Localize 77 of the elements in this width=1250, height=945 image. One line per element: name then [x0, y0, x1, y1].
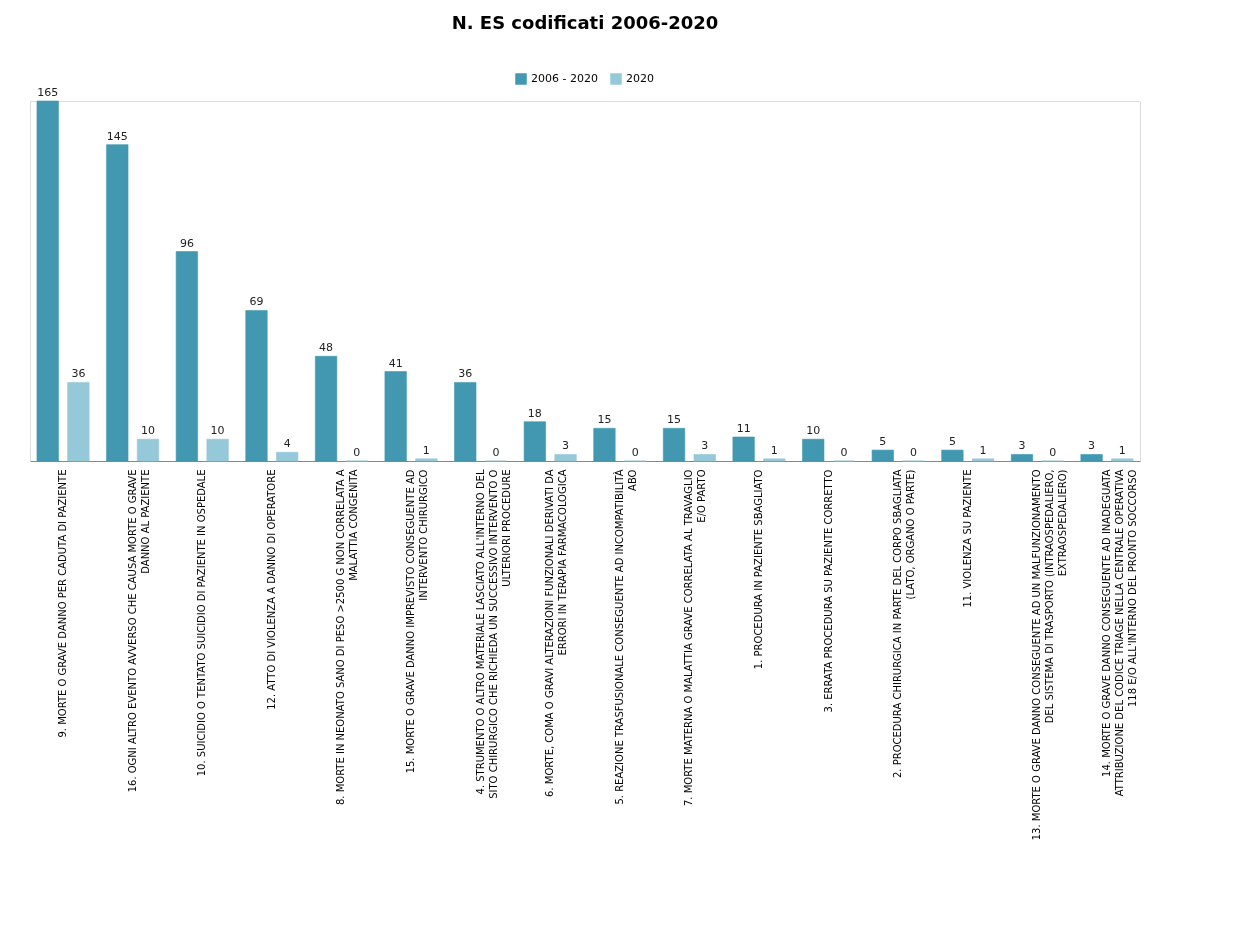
bar — [454, 382, 477, 462]
bar — [693, 454, 716, 462]
x-tick-label: 9. MORTE O GRAVE DANNO PER CADUTA DI PAZIENTE — [57, 469, 69, 738]
data-label: 145 — [106, 129, 128, 143]
bar — [763, 458, 786, 462]
data-label: 36 — [458, 367, 473, 381]
data-label: 36 — [71, 367, 86, 381]
x-tick-label: 12. ATTO DI VIOLENZA A DANNO DI OPERATORE — [265, 469, 277, 710]
bar — [972, 458, 995, 462]
data-label: 18 — [527, 406, 542, 420]
data-label: 3 — [701, 439, 709, 453]
bar — [941, 449, 964, 462]
data-label: 1 — [1118, 443, 1126, 457]
data-label: 3 — [1088, 439, 1096, 453]
bar — [276, 451, 299, 462]
bar — [662, 427, 686, 462]
data-label: 10 — [141, 424, 155, 438]
data-label: 1 — [422, 443, 430, 457]
x-tick-label: 14. MORTE O GRAVE DANNO CONSEGUENTE AD INADEGUATA ATTRIBUZIONE DEL CODICE TRIAGE NELLA CENTRALE OPERATIVA 118 E/O ALL'INTERNO DEL PRONTO SOCCORSO — [1100, 469, 1138, 797]
chart-title: N. ES codificati 2006-2020 — [451, 12, 719, 33]
x-tick-label: 3. ERRATA PROCEDURA SU PAZIENTE CORRETTO — [822, 469, 834, 713]
data-label: 3 — [1018, 439, 1026, 453]
data-label: 0 — [910, 446, 918, 459]
bar — [315, 355, 338, 462]
data-label: 0 — [631, 446, 639, 459]
x-tick-label: 7. MORTE MATERNA O MALATTIA GRAVE CORRELATA AL TRAVAGLIO E/O PARTO — [683, 469, 708, 807]
data-label: 69 — [249, 295, 264, 309]
data-label: 96 — [179, 236, 194, 250]
data-label: 15 — [667, 413, 682, 427]
x-tick-label: 5. REAZIONE TRASFUSIONALE CONSEGUENTE AD INCOMPATIBILITÀ ABO — [612, 469, 638, 805]
bar — [1080, 454, 1103, 462]
data-label: 41 — [388, 356, 403, 370]
legend-label: 2006 - 2020 — [531, 72, 598, 85]
data-label: 48 — [319, 341, 334, 355]
bar — [67, 382, 90, 462]
bar — [1111, 458, 1134, 462]
x-tick-label: 10. SUICIDIO O TENTATO SUICIDIO DI PAZIENTE IN OSPEDALE — [196, 469, 208, 777]
bar — [175, 251, 198, 462]
data-label: 0 — [492, 446, 500, 459]
data-label: 15 — [597, 413, 612, 427]
data-label: 5 — [879, 435, 887, 449]
x-tick-label: 2. PROCEDURA CHIRURGICA IN PARTE DEL CORPO SBAGLIATA (LATO, ORGANO O PARTE) — [892, 469, 917, 779]
data-label: 10 — [806, 424, 821, 438]
x-tick-label: 11. VIOLENZA SU PAZIENTE — [961, 469, 973, 608]
data-label: 0 — [1049, 446, 1057, 459]
bar — [106, 144, 129, 462]
bar — [384, 371, 407, 462]
x-tick-label: 16. OGNI ALTRO EVENTO AVVERSO CHE CAUSA MORTE O GRAVE DANNO AL PAZIENTE — [126, 469, 151, 793]
x-tick-label: 1. PROCEDURA IN PAZIENTE SBAGLIATO — [752, 469, 764, 670]
bar — [415, 458, 438, 462]
data-label: 1 — [979, 443, 987, 457]
legend-label: 2020 — [626, 72, 654, 85]
data-label: 1 — [770, 443, 778, 457]
data-label: 4 — [283, 437, 291, 451]
data-label: 0 — [840, 446, 848, 459]
bar — [523, 421, 546, 462]
data-label: 11 — [736, 422, 751, 435]
bar — [802, 438, 825, 462]
x-tick-label: 6. MORTE, COMA O GRAVI ALTERAZIONI FUNZIONALI DERIVATI DA ERRORI IN TERAPIA FARMACOLOGICA — [544, 469, 569, 797]
bar — [136, 438, 160, 462]
bar — [36, 100, 59, 462]
data-label: 5 — [948, 435, 956, 449]
x-tick-label: 4. STRUMENTO O ALTRO MATERIALE LASCIATO ALL'INTERNO DEL SITO CHIRURGICO CHE RICHIEDA UN SUCCESSIVO INTERVENTO O ULTERIORI PROCEDURE — [474, 469, 512, 799]
data-label: 165 — [37, 86, 59, 99]
x-tick-label: 15. MORTE O GRAVE DANNO IMPREVISTO CONSEGUENTE AD INTERVENTO CHIRURGICO — [405, 469, 430, 774]
x-tick-label: 8. MORTE IN NEONATO SANO DI PESO >2500 G NON CORRELATA A MALATTIA CONGENITA — [335, 469, 360, 806]
bar — [245, 310, 268, 462]
x-tick-label: 13. MORTE O GRAVE DANNO CONSEGUENTE AD UN MALFUNZIONAMENTO DEL SISTEMA DI TRASPORTO (INTRAOSPEDALIERO, EXTRAOSPEDALIERO) — [1031, 469, 1069, 841]
data-label: 10 — [210, 424, 225, 438]
bar — [871, 449, 894, 462]
data-label: 0 — [353, 446, 361, 459]
bar — [206, 438, 229, 462]
bar — [732, 436, 755, 462]
bar — [554, 454, 577, 462]
data-label: 3 — [562, 439, 570, 453]
bar — [1010, 454, 1034, 462]
bar — [593, 427, 616, 462]
